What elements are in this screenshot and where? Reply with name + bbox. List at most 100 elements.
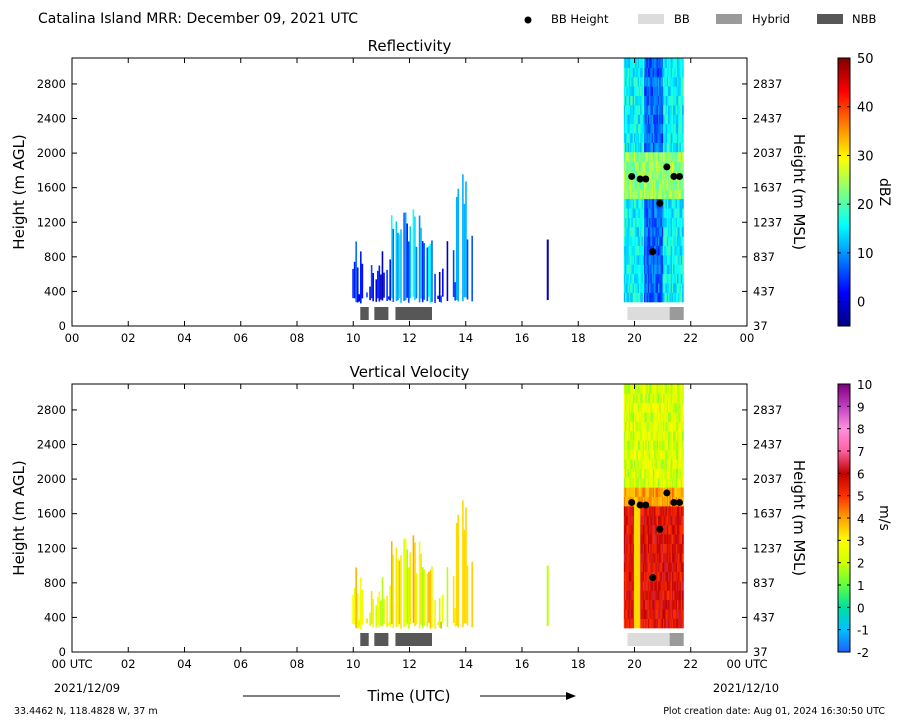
y2-tick-label: 2037: [753, 472, 782, 486]
x-tick-label: 18: [571, 657, 586, 671]
x-tick-label: 22: [683, 331, 698, 345]
y-tick-label: 2800: [37, 77, 66, 91]
y2-axis-label: Height (m MSL): [790, 134, 808, 250]
legend-label: BB: [674, 12, 690, 26]
y-tick-label: 0: [59, 319, 66, 333]
y2-tick-label: 1237: [753, 215, 782, 229]
x-tick-label: 04: [177, 331, 192, 345]
bb-height-point: [663, 163, 671, 171]
y2-tick-label: 1637: [753, 507, 782, 521]
x-tick-label: 10: [346, 657, 361, 671]
x-tick-label: 20: [627, 657, 642, 671]
panel-title: Reflectivity: [368, 37, 452, 55]
legend-label: Hybrid: [752, 12, 790, 26]
bb-type-bar: [374, 633, 389, 646]
bb-height-point: [628, 172, 636, 180]
colorbar-tick-label: 3: [857, 534, 865, 548]
y2-tick-label: 837: [753, 576, 775, 590]
x-tick-label: 06: [233, 331, 248, 345]
bb-type-bar: [627, 307, 670, 320]
legend-swatch: [817, 14, 843, 24]
x-tick-label: 14: [458, 331, 473, 345]
colorbar-tick-label: 6: [857, 467, 865, 481]
colorbar-tick-label: 4: [857, 512, 865, 526]
bb-type-bar: [374, 307, 389, 320]
y-tick-label: 800: [44, 576, 66, 590]
x-tick-label: 00 UTC: [51, 657, 92, 671]
date-left: 2021/12/09: [54, 681, 120, 695]
y-tick-label: 1600: [37, 181, 66, 195]
colorbar-label: m/s: [876, 505, 892, 531]
x-axis-label: Time (UTC): [367, 687, 451, 705]
y2-tick-label: 837: [753, 250, 775, 264]
colorbar-tick-label: 9: [857, 400, 865, 414]
x-tick-label: 18: [571, 331, 586, 345]
x-tick-label: 12: [402, 657, 417, 671]
bb-height-point: [676, 498, 683, 506]
legend-marker: [524, 16, 532, 24]
y2-tick-label: 437: [753, 610, 775, 624]
bb-type-bar: [360, 633, 369, 646]
y-tick-label: 2400: [37, 438, 66, 452]
bb-height-point: [656, 525, 664, 533]
colorbar-tick-label: -1: [857, 624, 869, 638]
y-axis-label: Height (m AGL): [10, 134, 28, 249]
figure-legend: BB Height BB Hybrid NBB: [524, 12, 876, 26]
x-tick-label: 16: [515, 331, 530, 345]
y2-tick-label: 1637: [753, 181, 782, 195]
x-tick-label: 16: [515, 657, 530, 671]
y-tick-label: 2000: [37, 472, 66, 486]
bb-height-point: [649, 248, 657, 256]
bb-type-bar: [395, 633, 432, 646]
y2-tick-label: 2437: [753, 438, 782, 452]
bb-height-point: [642, 175, 650, 183]
y2-tick-label: 2437: [753, 112, 782, 126]
y2-axis-label: Height (m MSL): [790, 460, 808, 576]
y-tick-label: 400: [44, 284, 66, 298]
y-tick-label: 0: [59, 645, 66, 659]
y2-tick-label: 437: [753, 284, 775, 298]
x-tick-label: 00: [740, 331, 755, 345]
bb-type-bar: [669, 307, 684, 320]
legend-swatch: [716, 14, 742, 24]
bb-height-point: [649, 574, 657, 582]
legend-swatch: [638, 14, 664, 24]
y2-tick-label: 2837: [753, 77, 782, 91]
colorbar-tick-label: 10: [857, 378, 872, 392]
y-tick-label: 400: [44, 610, 66, 624]
y2-tick-label: 2037: [753, 146, 782, 160]
x-tick-label: 20: [627, 331, 642, 345]
colorbar-tick-label: 20: [857, 198, 874, 213]
date-right: 2021/12/10: [713, 681, 779, 695]
figure-title: Catalina Island MRR: December 09, 2021 U…: [38, 11, 358, 27]
colorbar-tick-label: 2: [857, 557, 865, 571]
colorbar-tick-label: 50: [857, 52, 874, 67]
colorbar-tick-label: -2: [857, 646, 869, 660]
y2-tick-label: 1237: [753, 541, 782, 555]
y-tick-label: 2800: [37, 403, 66, 417]
y-tick-label: 2400: [37, 112, 66, 126]
bb-height-point: [636, 501, 644, 509]
y-tick-label: 800: [44, 250, 66, 264]
colorbar-label: dBZ: [876, 178, 892, 206]
x-tick-label: 00 UTC: [726, 657, 767, 671]
colorbar-tick-label: 8: [857, 423, 865, 437]
bb-height-point: [670, 498, 678, 506]
y-tick-label: 1200: [37, 215, 66, 229]
x-tick-label: 00: [65, 331, 80, 345]
bb-height-point: [676, 172, 683, 180]
colorbar: [837, 57, 851, 327]
bb-height-point: [656, 199, 664, 207]
colorbar-tick-label: 1: [857, 579, 865, 593]
x-tick-label: 04: [177, 657, 192, 671]
y-axis-label: Height (m AGL): [10, 460, 28, 575]
y2-tick-label: 2837: [753, 403, 782, 417]
x-tick-label: 08: [290, 331, 305, 345]
y-tick-label: 2000: [37, 146, 66, 160]
colorbar-tick-label: 40: [857, 101, 874, 116]
legend-label: NBB: [852, 12, 876, 26]
colorbar-tick-label: 10: [857, 247, 874, 262]
x-tick-label: 08: [290, 657, 305, 671]
